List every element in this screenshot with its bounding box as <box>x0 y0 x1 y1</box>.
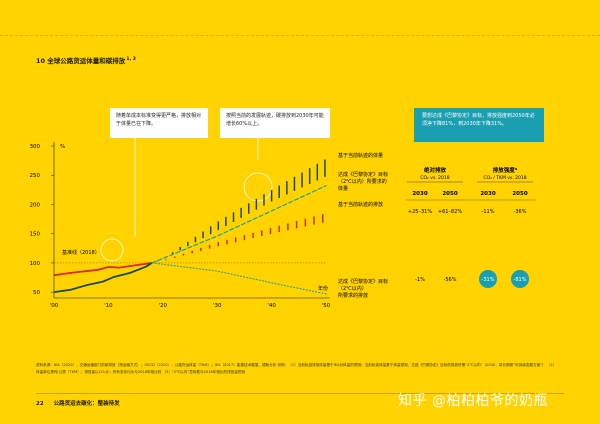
annotation-volume-decoupling: 随着单成本标准变得更严格，排放相对于体量已在下降。 <box>110 108 208 138</box>
table-cell-current: -36% <box>514 209 527 215</box>
paris-emissions-line <box>151 262 327 295</box>
table-cell-paris: -81% <box>514 277 527 283</box>
table-highlight-circle <box>479 270 497 288</box>
table-group-subtitle: CO₂ / TKM vs. 2018 <box>483 175 526 181</box>
table-group-subtitle: CO₂ vs. 2018 <box>420 175 449 181</box>
source-footnote: 资料来源：IEA（2020），交通运输部门的碳排放（按运输方式）；OECD（20… <box>36 363 555 374</box>
y-axis-unit: % <box>60 144 65 150</box>
figure-title: 10 全球公路货运体量和碳排放1, 3 <box>36 55 136 65</box>
x-tick-label: '30 <box>213 303 222 309</box>
table-highlight-circle <box>511 270 529 288</box>
table-cell-paris: -56% <box>444 277 457 283</box>
baseline-label: 基准线（2018） <box>62 249 100 256</box>
page-number: 22 <box>36 401 44 407</box>
table-year-header: 2050 <box>442 191 457 197</box>
y-tick-label: 150 <box>30 232 41 238</box>
volume-history-line <box>53 262 153 294</box>
y-tick-label: 250 <box>30 173 41 179</box>
x-tick-label: '10 <box>104 303 113 309</box>
y-tick-label: 100 <box>30 261 41 267</box>
annotation-leaders <box>100 138 273 262</box>
y-tick-label: 50 <box>33 290 40 296</box>
x-tick-label: '50 <box>322 303 331 309</box>
table-cell-current: +25–31% <box>408 209 432 215</box>
series-label: 基于当前轨迹的体量 <box>338 152 383 159</box>
highlight-circle-2030 <box>243 172 273 202</box>
figure-title-text: 10 全球公路货运体量和碳排放 <box>36 57 126 65</box>
report-title: 公路货运去碳化：整装待发 <box>53 401 120 407</box>
emissions-history-line <box>53 262 153 277</box>
watermark-text: 知乎 @柏柏柏爷的奶瓶 <box>398 393 548 409</box>
annotation-paris-target: 要想达成《巴黎协定》目标，排放强度到2050年必须净下降81%，到2030年下降… <box>414 108 544 142</box>
series-label: 达成《巴黎协定》目标（2℃以内）所要求的体量 <box>338 171 388 192</box>
y-tick-label: 300 <box>30 144 41 150</box>
x-tick-label: '40 <box>267 303 276 309</box>
table-group-title: 绝对排放 <box>424 166 447 174</box>
x-tick-label: '00 <box>50 303 59 309</box>
top-divider <box>0 35 600 36</box>
table-cell-current: +61–82% <box>438 209 462 215</box>
table-year-header: 2050 <box>512 191 527 197</box>
table-cell-paris: -31% <box>482 277 495 283</box>
y-tick-label: 200 <box>30 202 41 208</box>
table-cell-current: -11% <box>482 209 495 215</box>
highlight-circle-history <box>100 238 124 262</box>
table-cell-paris: -1% <box>415 277 425 283</box>
paris-volume-line <box>151 185 327 264</box>
footer-divider <box>36 393 564 394</box>
table-year-header: 2030 <box>412 191 427 197</box>
table-year-header: 2030 <box>480 191 495 197</box>
page-footer: 22 公路货运去碳化：整装待发 <box>36 399 130 407</box>
x-tick-label: '20 <box>159 303 168 309</box>
figure-title-superscript: 1, 3 <box>126 56 136 62</box>
series-label: 达成《巴黎协定》目标（2℃以内）所要求的排放 <box>338 278 388 299</box>
series-label: 基于当前轨迹的排放 <box>338 201 383 208</box>
annotation-emissions-growth: 按照当前的发展轨迹，碳排放到2030年可能增长60%以上。 <box>220 108 330 138</box>
x-axis-title: 年份 <box>318 285 328 292</box>
table-group-title: 排放强度a <box>493 166 518 174</box>
